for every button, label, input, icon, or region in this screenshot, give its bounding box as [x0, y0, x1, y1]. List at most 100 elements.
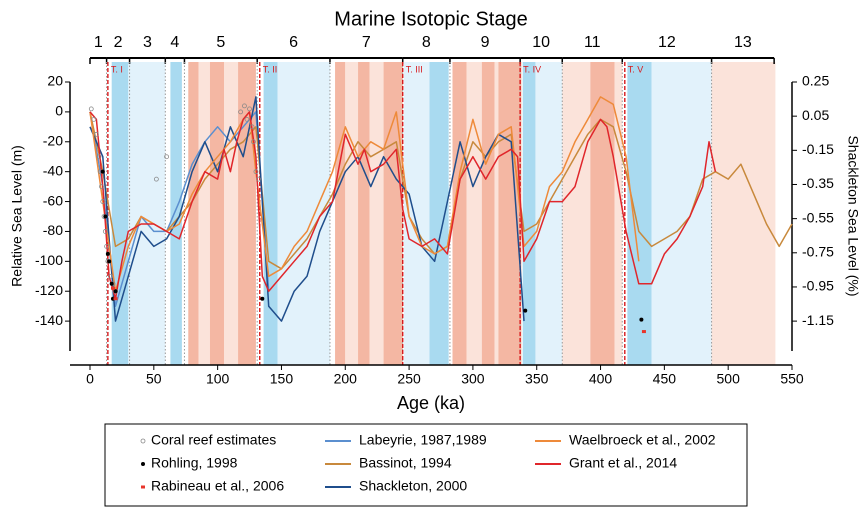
band [466, 62, 482, 365]
band [170, 62, 182, 365]
band [429, 62, 449, 365]
series-line [89, 96, 640, 292]
coral-point [91, 116, 97, 122]
square-point [113, 297, 118, 301]
band [494, 62, 499, 365]
dot-point [100, 169, 105, 174]
x-tick-label: 150 [270, 371, 294, 387]
coral-point [244, 116, 250, 122]
y2-tick-label: -0.95 [802, 278, 834, 294]
dot-point [639, 317, 644, 322]
y-tick-label: -20 [43, 132, 63, 148]
y-tick-label: -140 [35, 312, 63, 328]
coral-point [102, 229, 108, 234]
series-line [89, 96, 525, 322]
legend-label: Bassinot, 1994 [359, 455, 452, 471]
band [238, 62, 256, 365]
stage-label: 2 [114, 34, 123, 51]
band [335, 62, 346, 365]
coral-point [256, 176, 261, 182]
band [263, 62, 278, 365]
coral-point [99, 184, 104, 190]
legend-box [104, 423, 748, 507]
y2-tick-label: -0.35 [802, 175, 834, 191]
y2-tick-label: -0.75 [802, 243, 834, 259]
y2-tick-label: -1.15 [802, 312, 834, 328]
band [651, 62, 712, 365]
y-tick-label: -40 [43, 162, 63, 178]
band [452, 62, 467, 365]
stage-label: 8 [422, 34, 431, 51]
series-line [89, 111, 717, 300]
stage-label: 3 [143, 34, 152, 51]
coral-point [108, 273, 113, 279]
stage-label: 13 [734, 34, 752, 51]
stage-label: 1 [94, 34, 103, 51]
band [535, 62, 563, 365]
band [209, 62, 225, 365]
y2-tick-label: -0.55 [802, 209, 834, 225]
x-tick-label: 400 [589, 371, 613, 387]
band [188, 62, 199, 365]
dot-point [109, 281, 114, 286]
dot-point [103, 214, 108, 219]
y2-tick-label: -0.15 [802, 141, 834, 157]
x-tick-label: 450 [653, 371, 677, 387]
termination-label: T. III [406, 64, 423, 74]
band [224, 62, 239, 365]
legend-label: Rohling, 1998 [151, 455, 238, 471]
legend-label: Waelbroeck et al., 2002 [569, 432, 716, 448]
x-axis-label: Age (ka) [397, 393, 465, 413]
y2-axis-label: Shackleton Sea Level (%) [845, 135, 861, 296]
y-axis-label: Relative Sea Level (m) [9, 145, 25, 287]
dot-point [260, 296, 265, 301]
y-tick-label: 20 [47, 73, 63, 89]
termination-label: T. I [111, 64, 123, 74]
coral-point [88, 106, 94, 112]
coral-point [96, 154, 102, 160]
y-tick-label: 0 [55, 103, 63, 119]
legend-marker [141, 485, 145, 489]
x-tick-label: 250 [397, 371, 421, 387]
stage-label: 5 [216, 34, 225, 51]
dot-point [105, 251, 110, 256]
band [522, 62, 536, 365]
coral-point [153, 176, 159, 182]
band [383, 62, 403, 365]
y-tick-label: -100 [35, 252, 63, 268]
band [111, 62, 129, 365]
legend-label: Coral reef estimates [151, 432, 276, 448]
coral-point [104, 243, 109, 249]
band [627, 62, 652, 365]
x-tick-label: 350 [525, 371, 549, 387]
band [198, 62, 210, 365]
legend-marker [140, 438, 146, 444]
stage-label: 6 [289, 34, 298, 51]
legend-label: Rabineau et al., 2006 [151, 478, 284, 494]
band [403, 62, 430, 365]
termination-label: T. V [628, 64, 644, 74]
x-tick-label: 0 [86, 371, 94, 387]
x-tick-label: 500 [717, 371, 741, 387]
band [128, 62, 166, 365]
coral-point [238, 109, 244, 115]
coral-point [93, 131, 99, 137]
x-tick-label: 100 [206, 371, 230, 387]
band [498, 62, 522, 365]
chart-title: Marine Isotopic Stage [334, 8, 527, 30]
y-tick-label: -120 [35, 282, 63, 298]
x-tick-label: 550 [780, 371, 804, 387]
band [562, 62, 591, 365]
dot-point [523, 308, 528, 313]
band [358, 62, 370, 365]
stage-label: 10 [532, 34, 550, 51]
legend-label: Shackleton, 2000 [359, 478, 467, 494]
x-tick-label: 50 [146, 371, 162, 387]
coral-point [242, 103, 247, 109]
coral-point [253, 169, 259, 175]
y-tick-label: -80 [43, 222, 63, 238]
y2-tick-label: 0.05 [802, 107, 829, 123]
stage-label: 7 [362, 34, 371, 51]
band [481, 62, 495, 365]
